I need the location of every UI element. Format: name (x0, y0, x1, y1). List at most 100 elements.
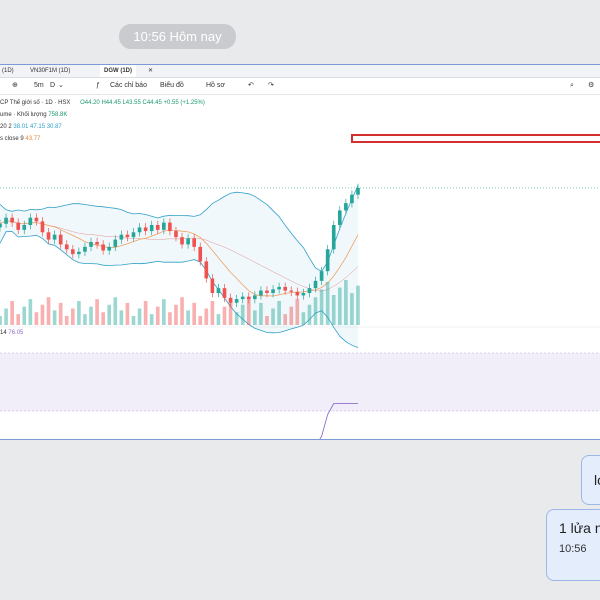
undo-icon[interactable]: ↶ (248, 82, 254, 89)
legend-volume: ume · Khối lượng 758.8K (0, 112, 67, 118)
candle-body (162, 222, 166, 230)
volume-bar (180, 297, 184, 325)
chart-type-button[interactable]: Biểu đồ (160, 82, 184, 89)
volume-bar (356, 285, 360, 325)
candle-body (83, 246, 87, 252)
candle-body (319, 271, 324, 281)
volume-bar (192, 302, 196, 325)
chart-tabs: (1D) VN30F1M (1D) DGW (1D) ✕ (0, 65, 600, 78)
legend-rsi-label: 14 (0, 330, 7, 336)
candle-body (216, 288, 221, 293)
candle-body (16, 222, 21, 230)
volume-bar (0, 316, 2, 325)
add-icon[interactable]: ⊕ (12, 82, 18, 89)
volume-bar (113, 297, 118, 325)
volume-bar (301, 312, 306, 325)
search-icon[interactable]: ⌕ (570, 82, 574, 89)
candle-body (210, 278, 215, 293)
tab-first[interactable]: (1D) (2, 68, 14, 74)
candle-body (107, 246, 112, 251)
candle-body (101, 244, 105, 251)
candle-body (240, 296, 245, 300)
volume-bar (77, 301, 81, 325)
volume-bar (125, 302, 130, 325)
legend-close: C44.45 (142, 100, 162, 106)
candle-body (155, 225, 160, 230)
volume-bar (149, 314, 154, 325)
timeframe-button[interactable]: 5m (34, 82, 44, 89)
candle-body (186, 238, 190, 245)
candle-body (168, 222, 172, 232)
candle-body (28, 217, 33, 225)
legend-low: L43.55 (122, 100, 141, 106)
candle-body (350, 194, 354, 204)
candle-body (259, 290, 263, 296)
volume-bar (10, 301, 14, 325)
chart-toolbar: ⊕ 5m D ⌄ ƒ Các chỉ báo Biểu đồ Hồ sơ ↶ ↷… (0, 78, 600, 95)
interval-select[interactable]: D (50, 82, 56, 89)
volume-bar (4, 308, 8, 325)
candle-body (246, 296, 251, 300)
volume-bar (101, 312, 105, 325)
profile-button[interactable]: Hồ sơ (206, 82, 225, 89)
tab-dgw[interactable]: DGW (1D) (100, 65, 136, 77)
chat-bubble-2: 1 lửa n 10:56 (546, 509, 600, 581)
candle-body (356, 187, 360, 195)
volume-bar (168, 312, 172, 325)
volume-bar (283, 314, 288, 325)
chat-bubble-1: lo (581, 455, 600, 505)
candle-body (34, 217, 39, 222)
candle-body (149, 225, 154, 232)
indicators-button[interactable]: Các chỉ báo (110, 82, 147, 89)
volume-bar (89, 306, 93, 325)
volume-bar (34, 312, 39, 325)
candle-body (52, 234, 57, 240)
legend-sma: s close 9 43.77 (0, 136, 40, 142)
close-icon[interactable]: ✕ (148, 68, 154, 74)
legend-change: +0.55 (+1.25%) (163, 100, 205, 106)
candle-body (192, 238, 196, 247)
candle-body (0, 223, 2, 228)
volume-bar (28, 299, 33, 325)
volume-bar (64, 316, 69, 325)
tab-vn30f1m[interactable]: VN30F1M (1D) (30, 68, 71, 74)
volume-bar (46, 297, 51, 325)
candle-body (58, 234, 63, 245)
volume-bar (325, 281, 330, 325)
volume-bar (289, 306, 294, 325)
volume-bar (319, 289, 324, 325)
chat-bubble-1-text: lo (594, 472, 600, 488)
volume-bar (216, 314, 221, 325)
candle-body (131, 232, 136, 238)
candle-body (77, 251, 81, 255)
price-chart[interactable] (0, 65, 600, 439)
volume-bar (265, 316, 269, 325)
candle-body (64, 244, 69, 250)
candle-body (234, 299, 239, 303)
candle-body (180, 237, 184, 245)
volume-bar (137, 308, 142, 325)
bb-fill (0, 185, 358, 348)
candle-body (10, 217, 14, 223)
volume-bar (344, 280, 348, 325)
redo-icon[interactable]: ↷ (268, 82, 274, 89)
volume-bar (52, 310, 57, 325)
candle-body (174, 231, 178, 238)
legend-rsi: 14 76.05 (0, 330, 23, 336)
highlight-box (351, 134, 600, 143)
legend-rsi-value: 76.05 (8, 330, 24, 336)
gear-icon[interactable]: ⚙ (588, 82, 595, 89)
trading-chart-screenshot[interactable]: (1D) VN30F1M (1D) DGW (1D) ✕ ⊕ 5m D ⌄ ƒ … (0, 64, 600, 440)
volume-bar (228, 299, 233, 325)
candle-body (89, 242, 93, 247)
candle-body (289, 290, 294, 292)
candle-body (337, 210, 342, 225)
volume-bar (234, 312, 239, 325)
volume-bar (162, 299, 166, 325)
volume-bar (313, 297, 318, 325)
candle-body (344, 203, 348, 211)
volume-bar (246, 297, 251, 325)
volume-bar (16, 314, 21, 325)
bb-lower-line (0, 231, 359, 348)
volume-bar (40, 304, 45, 325)
